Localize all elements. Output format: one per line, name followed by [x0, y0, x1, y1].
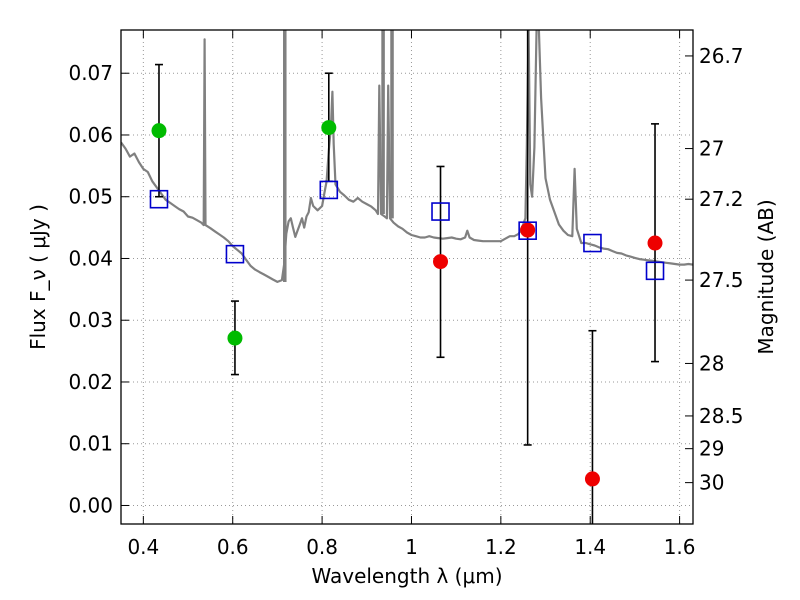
- model-photometry-square: [149, 189, 169, 209]
- y-tick-label: 0.04: [68, 246, 113, 270]
- mag-tick-label: 30: [699, 471, 724, 495]
- x-tick-label: 0.4: [127, 535, 159, 559]
- x-tick-label: 1.6: [664, 535, 696, 559]
- y-axis-label: Flux F_ν ( μJy ): [26, 204, 50, 350]
- model-photometry-square: [431, 202, 450, 221]
- model-photometry-square: [583, 233, 602, 253]
- mag-tick-label: 28.5: [699, 404, 744, 428]
- mag-tick-label: 26.7: [699, 44, 744, 68]
- model-photometry-square: [518, 221, 537, 240]
- y-tick-label: 0.00: [68, 493, 113, 517]
- y-tick-label: 0.05: [68, 185, 113, 209]
- y-tick-label: 0.06: [68, 123, 113, 147]
- model-photometry-square: [319, 180, 339, 200]
- model-spectrum-line: [121, 30, 693, 283]
- mag-tick-label: 27.5: [699, 268, 744, 292]
- mag-tick-label: 28: [699, 351, 724, 375]
- red-data-point: [584, 471, 600, 487]
- mag-tick-label: 29: [699, 437, 724, 461]
- y2-axis-label: Magnitude (AB): [754, 199, 778, 354]
- red-data-point: [433, 254, 449, 270]
- x-tick-label: 0.6: [217, 535, 249, 559]
- green-data-point: [151, 123, 167, 139]
- y-tick-label: 0.03: [68, 308, 113, 332]
- grid: [121, 30, 693, 524]
- mag-tick-label: 27.2: [699, 187, 744, 211]
- model-spectrum: [121, 30, 693, 283]
- x-axis-label: Wavelength λ (μm): [311, 564, 502, 588]
- model-photometry-square: [225, 244, 245, 264]
- y-tick-label: 0.02: [68, 370, 113, 394]
- photometry-points: [149, 30, 665, 524]
- y-tick-label: 0.01: [68, 432, 113, 456]
- y-tick-label: 0.07: [68, 61, 113, 85]
- x-tick-label: 1.4: [574, 535, 606, 559]
- plot-frame: [120, 29, 694, 525]
- x-tick-label: 1.2: [485, 535, 517, 559]
- green-data-point: [227, 330, 243, 346]
- axes: 0.4 0.6 0.8 1 1.2 1.4 1.6 0.00 0.01 0.02 0.03 0.04 0…: [68, 30, 744, 559]
- x-tick-label: 1: [405, 535, 418, 559]
- x-tick-label: 0.8: [306, 535, 338, 559]
- green-data-point: [321, 120, 337, 136]
- mag-tick-label: 27: [699, 137, 724, 161]
- red-data-point: [647, 235, 663, 251]
- model-photometry-square: [645, 261, 665, 281]
- red-data-point: [520, 222, 536, 238]
